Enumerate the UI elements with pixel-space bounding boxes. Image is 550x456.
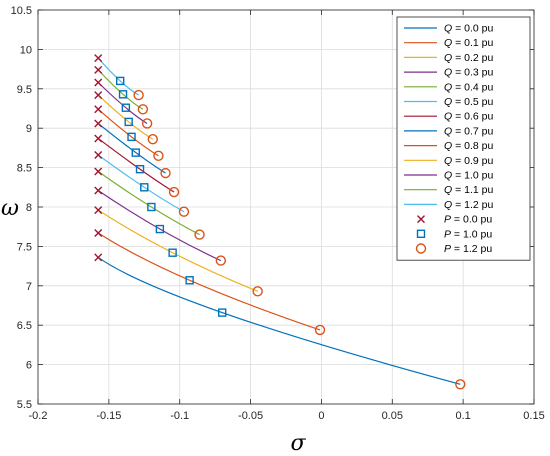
legend: Q = 0.0 pu Q = 0.1 pu Q = 0.2 pu Q = 0.3 pu… xyxy=(396,16,531,261)
data-marker-square xyxy=(127,132,136,142)
markers xyxy=(94,54,466,390)
data-marker-square xyxy=(121,103,131,112)
data-marker-x xyxy=(94,78,103,87)
data-marker-square xyxy=(124,117,133,127)
data-marker-x xyxy=(94,134,103,143)
legend-label: P = 0.0 pu xyxy=(444,214,492,226)
data-marker-square xyxy=(140,183,149,192)
series-line-4 xyxy=(97,171,200,236)
series-line-8 xyxy=(97,108,159,157)
legend-label: Q = 1.1 pu xyxy=(444,184,493,196)
data-marker-x xyxy=(94,119,103,128)
legend-label: Q = 0.3 pu xyxy=(444,67,493,79)
curves xyxy=(97,57,461,385)
x-axis-label: σ xyxy=(290,431,306,456)
data-marker-circle xyxy=(168,186,180,198)
y-tick-label: 7.5 xyxy=(17,241,32,253)
y-tick-label: 7 xyxy=(26,281,32,293)
y-axis-label: ω xyxy=(1,196,19,221)
data-marker-x xyxy=(94,54,103,63)
data-marker-circle xyxy=(194,229,205,240)
data-marker-x xyxy=(94,167,103,176)
legend-label: Q = 0.9 pu xyxy=(444,155,493,167)
data-marker-square xyxy=(155,224,165,234)
data-marker-circle xyxy=(133,89,144,101)
data-marker-square xyxy=(135,164,145,174)
series-line-11 xyxy=(97,69,144,110)
data-marker-circle xyxy=(147,134,158,145)
data-marker-circle xyxy=(314,324,326,336)
y-tick-label: 6.5 xyxy=(17,320,32,332)
legend-label: Q = 0.6 pu xyxy=(444,111,493,123)
series-line-6 xyxy=(97,137,175,193)
data-marker-circle xyxy=(153,150,164,161)
y-tick-label: 10.5 xyxy=(11,5,32,17)
series-line-3 xyxy=(97,189,222,262)
legend-label: Q = 0.2 pu xyxy=(444,52,493,64)
y-tick-label: 8.5 xyxy=(17,163,32,175)
data-marker-square xyxy=(118,90,128,99)
x-tick-label: 0.1 xyxy=(455,410,470,422)
data-marker-circle xyxy=(252,286,263,297)
data-marker-circle xyxy=(215,255,227,266)
legend-label: Q = 0.8 pu xyxy=(444,140,493,152)
data-marker-square xyxy=(147,202,156,212)
y-tick-label: 6 xyxy=(26,360,32,372)
data-marker-x xyxy=(94,206,103,215)
y-tick-label: 8 xyxy=(26,202,32,214)
legend-marker-x xyxy=(417,215,425,224)
data-marker-x xyxy=(94,229,103,237)
series-line-0 xyxy=(97,256,461,385)
y-tick-label: 9 xyxy=(26,123,32,135)
data-marker-circle xyxy=(137,104,149,115)
series-line-1 xyxy=(97,232,321,331)
data-marker-x xyxy=(94,186,103,195)
legend-marker-square xyxy=(416,229,426,239)
data-marker-x xyxy=(94,91,103,100)
x-tick-label: 0 xyxy=(318,410,324,422)
data-marker-circle xyxy=(178,206,190,217)
legend-label: Q = 0.7 pu xyxy=(444,125,493,137)
x-tick-label: 0.05 xyxy=(382,410,403,422)
legend-label: Q = 0.0 pu xyxy=(444,23,493,35)
data-marker-x xyxy=(94,105,103,114)
x-tick-label: -0.1 xyxy=(170,410,189,422)
legend-marker-circle xyxy=(415,243,427,254)
x-tick-label: -0.2 xyxy=(29,410,48,422)
legend-label: Q = 0.1 pu xyxy=(444,37,493,49)
y-tick-label: 9.5 xyxy=(17,84,32,96)
y-tick-label: 5.5 xyxy=(17,399,32,411)
data-marker-x xyxy=(94,150,103,159)
series-line-5 xyxy=(97,154,185,213)
data-marker-square xyxy=(168,248,177,257)
series-line-7 xyxy=(97,123,166,174)
legend-label: P = 1.0 pu xyxy=(444,228,492,240)
legend-label: P = 1.2 pu xyxy=(444,243,492,255)
data-marker-circle xyxy=(160,167,171,179)
x-tick-label: 0.15 xyxy=(523,410,544,422)
legend-label: Q = 0.5 pu xyxy=(444,96,493,108)
data-marker-x xyxy=(94,65,103,74)
y-tick-label: 10 xyxy=(20,44,32,56)
data-marker-square xyxy=(131,148,140,157)
series-line-2 xyxy=(97,209,258,292)
x-tick-label: -0.15 xyxy=(96,410,121,422)
data-marker-square xyxy=(218,308,227,317)
legend-label: Q = 1.0 pu xyxy=(444,170,493,182)
data-marker-square xyxy=(115,76,125,86)
legend-label: Q = 0.4 pu xyxy=(444,81,493,93)
series-line-12 xyxy=(97,57,139,96)
data-marker-square xyxy=(185,276,194,285)
data-marker-x xyxy=(94,253,103,262)
data-marker-circle xyxy=(455,379,466,390)
data-marker-circle xyxy=(141,118,153,129)
x-tick-label: -0.05 xyxy=(238,410,263,422)
legend-label: Q = 1.2 pu xyxy=(444,199,493,211)
